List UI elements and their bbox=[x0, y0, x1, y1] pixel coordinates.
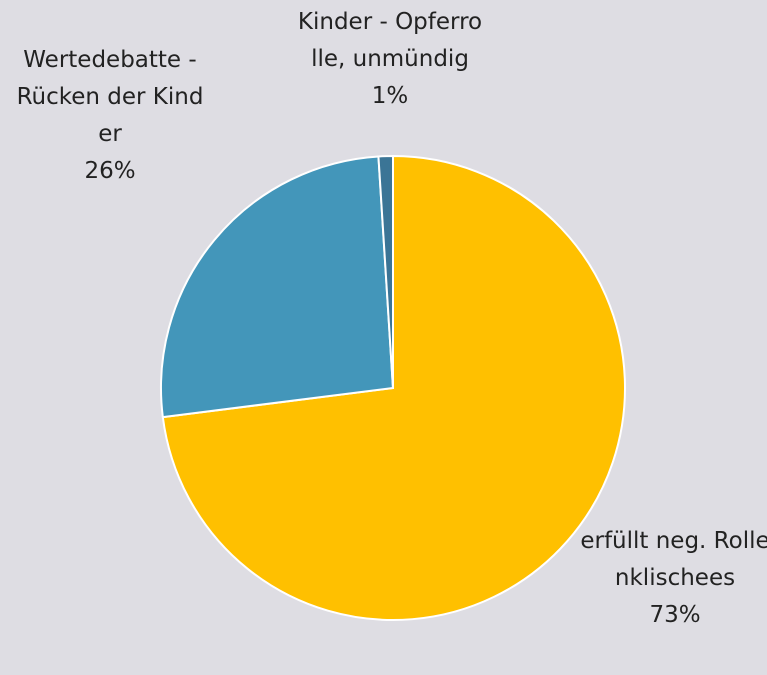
category-label: Kinder - Opferrolle, unmündig bbox=[297, 9, 483, 72]
pie-slice bbox=[377, 154, 394, 389]
slice-label: Wertedebatte - Rücken der Kinder 26% bbox=[15, 42, 205, 190]
pie-slice bbox=[160, 155, 395, 419]
value-label: 73% bbox=[649, 602, 701, 628]
value-label: 26% bbox=[84, 158, 136, 184]
category-label: Wertedebatte - Rücken der Kinder bbox=[16, 47, 204, 147]
value-label: 1% bbox=[371, 83, 409, 109]
slice-label: Kinder - Opferrolle, unmündig 1% bbox=[295, 4, 485, 115]
slice-label: erfüllt neg. Rollenklischees 73% bbox=[580, 523, 767, 634]
category-label: erfüllt neg. Rollenklischees bbox=[580, 528, 767, 591]
